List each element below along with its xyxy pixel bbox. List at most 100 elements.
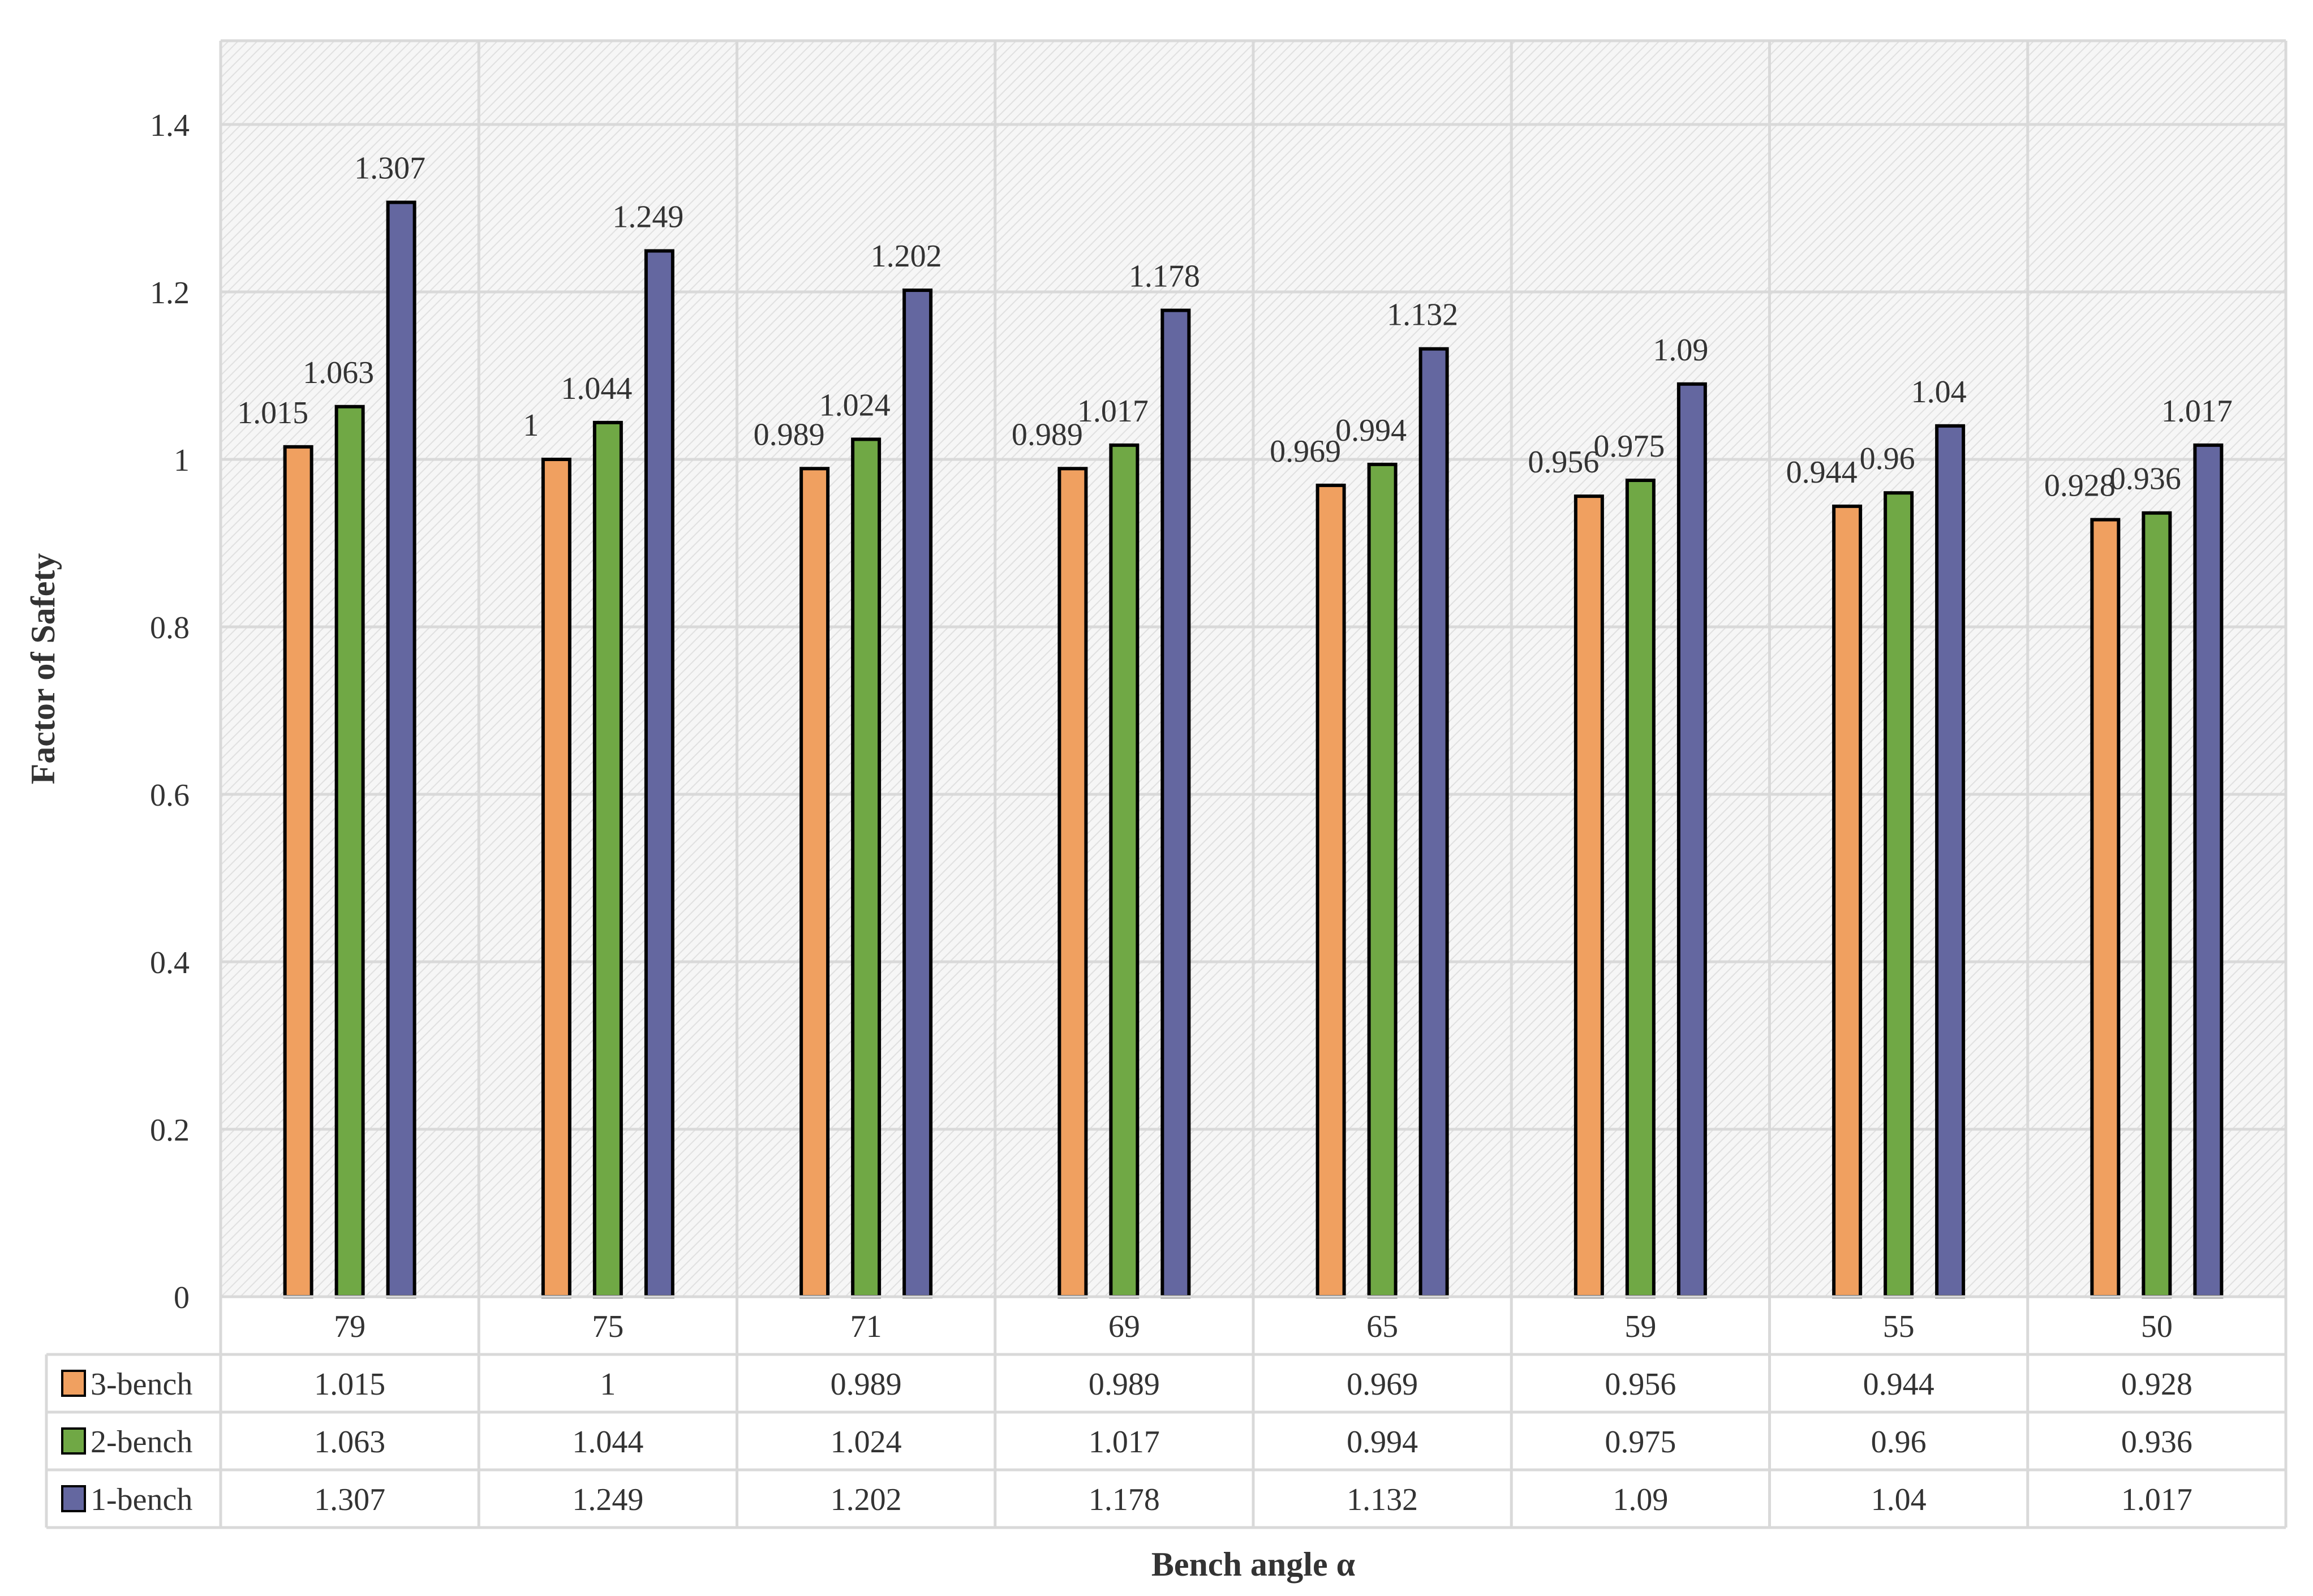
bar-2-bench-69 [1109, 443, 1140, 1299]
table-cell: 1.307 [314, 1482, 385, 1517]
data-label: 0.975 [1593, 429, 1665, 464]
data-labels: 1.015 1 0.989 0.989 0.969 0.956 0.944 0.928 1.06… [237, 151, 2233, 504]
x-tick-label: 75 [592, 1309, 624, 1344]
data-label: 1.063 [303, 355, 374, 390]
table-cell: 0.936 [2121, 1425, 2192, 1460]
bar-3-bench-71 [799, 467, 830, 1298]
bar-1-bench-55 [1935, 424, 1966, 1298]
data-label: 1.017 [2161, 394, 2233, 429]
bar-2-bench-65 [1367, 462, 1398, 1298]
y-tick-label: 0.6 [150, 778, 190, 813]
y-tick-label: 0.8 [150, 610, 190, 646]
data-table: 79 75 71 69 65 59 55 50 3-bench 1.015 1 0.989 0.989 0… [45, 1295, 2288, 1529]
data-label: 0.928 [2044, 468, 2116, 504]
y-tick-label: 0.2 [150, 1113, 190, 1148]
table-cell: 1.063 [314, 1425, 385, 1460]
table-cell: 0.989 [1089, 1367, 1160, 1402]
bar-1-bench-79 [386, 200, 416, 1298]
data-label: 1.04 [1911, 375, 1967, 410]
data-label: 0.994 [1335, 413, 1407, 448]
axes: 0 0.2 0.4 0.6 0.8 1 1.2 1.4 [150, 108, 190, 1315]
table-cell: 1.178 [1089, 1482, 1160, 1517]
data-label: 1.044 [561, 371, 632, 406]
bar-3-bench-79 [283, 445, 313, 1298]
bar-3-bench-50 [2090, 518, 2121, 1298]
y-tick-label: 0 [174, 1280, 190, 1315]
bar-1-bench-69 [1160, 308, 1191, 1298]
table-cell: 1.202 [831, 1482, 902, 1517]
x-tick-label: 71 [850, 1309, 882, 1344]
table-cell: 1.017 [1089, 1425, 1160, 1460]
data-label: 1 [523, 408, 539, 443]
data-label: 0.956 [1528, 445, 1599, 480]
table-cell: 1.09 [1613, 1482, 1668, 1517]
table-cell: 1.249 [572, 1482, 643, 1517]
bar-3-bench-55 [1832, 504, 1863, 1298]
data-label: 0.96 [1860, 441, 1915, 476]
bar-2-bench-71 [851, 437, 882, 1298]
bar-2-bench-55 [1884, 491, 1914, 1299]
data-label: 0.989 [754, 417, 825, 452]
bar-3-bench-59 [1573, 494, 1604, 1298]
y-tick-label: 0.4 [150, 945, 190, 980]
table-cell: 1.04 [1871, 1482, 1927, 1517]
data-label: 1.132 [1387, 298, 1458, 333]
bar-1-bench-50 [2193, 443, 2224, 1299]
bar-1-bench-65 [1418, 347, 1449, 1298]
x-tick-label: 79 [334, 1309, 366, 1344]
x-tick-label: 50 [2141, 1309, 2173, 1344]
data-label: 0.944 [1786, 455, 1858, 490]
data-label: 0.936 [2110, 462, 2181, 497]
bar-3-bench-69 [1057, 467, 1088, 1298]
legend-label-1-bench: 1-bench [91, 1482, 192, 1517]
data-label: 1.178 [1129, 259, 1200, 294]
data-label: 1.202 [871, 239, 942, 274]
table-cell: 0.928 [2121, 1367, 2192, 1402]
bar-1-bench-59 [1676, 382, 1707, 1298]
table-cell: 1.017 [2121, 1482, 2192, 1517]
bar-2-bench-79 [334, 405, 365, 1298]
y-tick-label: 1 [174, 443, 190, 478]
bar-1-bench-71 [902, 289, 933, 1298]
table-cell: 1.024 [831, 1425, 902, 1460]
table-cell: 0.994 [1347, 1425, 1418, 1460]
table-cell: 1.015 [314, 1367, 385, 1402]
table-cell: 0.975 [1605, 1425, 1676, 1460]
data-label: 1.307 [354, 151, 425, 186]
data-label: 1.017 [1077, 394, 1149, 429]
table-cell: 0.956 [1605, 1367, 1676, 1402]
bar-3-bench-75 [541, 458, 571, 1298]
legend-swatch-2-bench [61, 1427, 86, 1455]
x-axis-title: Bench angle α [1151, 1546, 1355, 1583]
bar-2-bench-75 [592, 420, 623, 1298]
table-cell: 0.944 [1863, 1367, 1934, 1402]
y-axis-title: Factor of Safety [24, 553, 62, 785]
data-label: 1.09 [1653, 333, 1708, 368]
table-cell: 0.969 [1347, 1367, 1418, 1402]
legend-swatch-1-bench [61, 1485, 86, 1512]
bars [283, 200, 2224, 1299]
legend-label-2-bench: 2-bench [91, 1425, 192, 1460]
data-label: 1.024 [819, 388, 891, 423]
table-cell: 1.132 [1347, 1482, 1418, 1517]
data-label: 0.969 [1270, 434, 1341, 469]
bar-2-bench-50 [2142, 511, 2172, 1298]
bar-1-bench-75 [644, 249, 674, 1299]
data-label: 1.015 [237, 395, 308, 431]
bar-3-bench-65 [1315, 483, 1346, 1298]
data-label: 1.249 [612, 199, 683, 234]
y-tick-label: 1.4 [150, 108, 190, 143]
x-tick-label: 69 [1108, 1309, 1140, 1344]
bar-2-bench-59 [1625, 479, 1656, 1298]
legend-swatch-3-bench [61, 1370, 86, 1397]
table-cell: 0.96 [1871, 1425, 1927, 1460]
legend-label-3-bench: 3-bench [91, 1367, 192, 1402]
x-tick-label: 59 [1624, 1309, 1656, 1344]
table-cell: 0.989 [831, 1367, 902, 1402]
table-cell: 1 [600, 1367, 616, 1402]
x-tick-label: 65 [1366, 1309, 1398, 1344]
x-tick-label: 55 [1883, 1309, 1915, 1344]
data-label: 0.989 [1012, 417, 1083, 452]
table-cell: 1.044 [572, 1425, 643, 1460]
